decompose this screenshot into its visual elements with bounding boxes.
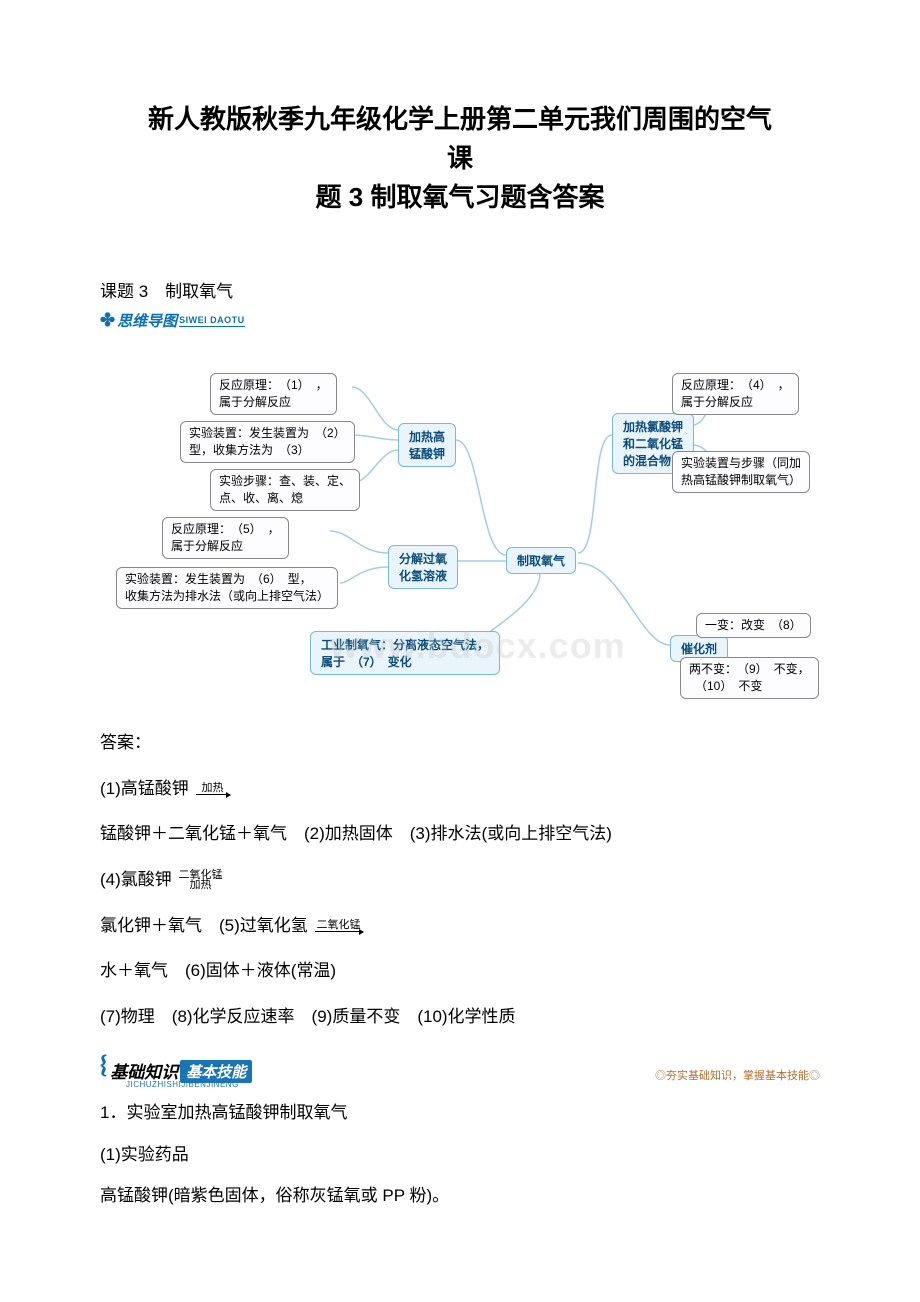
note-4b: 实验装置与步骤（同加 热高锰酸钾制取氧气） [672, 451, 810, 493]
reaction-arrow-1: 加热 [196, 783, 230, 795]
center-node: 制取氧气 [506, 547, 576, 574]
answer-line-2: 锰酸钾＋二氧化锰＋氧气 (2)加热固体 (3)排水法(或向上排空气法) [100, 816, 820, 852]
mindmap-header: ✤ 思维导图 SIWEI DAOTU [100, 310, 820, 331]
answer-line-5: 水＋氧气 (6)固体＋液体(常温) [100, 953, 820, 989]
body-section: 1．实验室加热高锰酸钾制取氧气 (1)实验药品 高锰酸钾(暗紫色固体，俗称灰锰氧… [100, 1095, 820, 1214]
answers-label: 答案： [100, 725, 820, 761]
branch-left2: 分解过氧 化氢溶液 [388, 545, 458, 589]
branch-left1: 加热高 锰酸钾 [398, 423, 456, 467]
arrow-bot-4: 加热 [190, 880, 212, 891]
note-9: 两不变： （9） 不变， （10） 不变 [680, 657, 819, 699]
note-1: 反应原理： （1） ， 属于分解反应 [210, 373, 337, 415]
body-line-1: 1．实验室加热高锰酸钾制取氧气 [100, 1095, 820, 1131]
arrow-cond-5: 二氧化锰 [317, 920, 361, 931]
brace-icon: 𝄔 [100, 1051, 106, 1083]
answer-4: (4)氯酸钾 二氧化锰 加热 [100, 862, 820, 898]
note-4: 反应原理： （4） ， 属于分解反应 [672, 373, 799, 415]
page-title: 新人教版秋季九年级化学上册第二单元我们周围的空气课 题 3 制取氧气习题含答案 [140, 100, 780, 217]
answer-1: (1)高锰酸钾 加热 [100, 771, 820, 807]
lesson-subtitle: 课题 3 制取氧气 [100, 277, 820, 302]
answer-5-prefix: 氯化钾＋氧气 (5)过氧化氢 [100, 916, 308, 935]
banner-right-note: ◎夯实基础知识，掌握基本技能◎ [655, 1067, 820, 1083]
note-5: 反应原理： （5） ， 属于分解反应 [162, 517, 289, 559]
branch-left2-text: 分解过氧 化氢溶液 [399, 552, 447, 583]
answer-1-prefix: (1)高锰酸钾 [100, 779, 189, 798]
banner-pinyin: JICHUZHISHIJIBENJINENG [126, 1080, 239, 1089]
arrow-cond-1: 加热 [202, 783, 224, 794]
branch-industrial: 工业制氧气：分离液态空气法， 属于 （7） 变化 [310, 631, 500, 675]
mindmap-diagram: 制取氧气 加热高 锰酸钾 加热氯酸钾 和二氧化锰 的混合物 分解过氧 化氢溶液 … [100, 335, 820, 715]
basic-knowledge-banner: 𝄔 基础知识 基本技能 JICHUZHISHIJIBENJINENG ◎夯实基础… [100, 1051, 820, 1083]
header-icon: ✤ [100, 310, 115, 331]
note-2: 实验装置：发生装置为 （2） 型，收集方法为 （3） [180, 421, 355, 463]
branch-left1-text: 加热高 锰酸钾 [409, 430, 445, 461]
answer-4-prefix: (4)氯酸钾 [100, 870, 172, 889]
note-6: 实验装置：发生装置为 （6） 型， 收集方法为排水法（或向上排空气法） [116, 567, 338, 609]
note-3: 实验步骤：查、装、定、 点、收、离、熄 [210, 469, 360, 511]
title-line-1: 新人教版秋季九年级化学上册第二单元我们周围的空气课 [148, 104, 772, 173]
note-8: 一变：改变 （8） [696, 613, 811, 638]
answers-section: 答案： (1)高锰酸钾 加热 锰酸钾＋二氧化锰＋氧气 (2)加热固体 (3)排水… [100, 725, 820, 1035]
header-sub: SIWEI DAOTU [179, 315, 245, 327]
header-text: 思维导图 [117, 310, 177, 331]
reaction-arrow-5: 二氧化锰 [315, 920, 363, 932]
title-line-2: 题 3 制取氧气习题含答案 [316, 182, 605, 212]
body-line-2: (1)实验药品 [100, 1137, 820, 1173]
answer-5: 氯化钾＋氧气 (5)过氧化氢 二氧化锰 [100, 908, 820, 944]
reaction-arrow-4: 二氧化锰 加热 [179, 870, 223, 891]
body-line-3: 高锰酸钾(暗紫色固体，俗称灰锰氧或 PP 粉)。 [100, 1178, 820, 1214]
answer-line-6: (7)物理 (8)化学反应速率 (9)质量不变 (10)化学性质 [100, 999, 820, 1035]
